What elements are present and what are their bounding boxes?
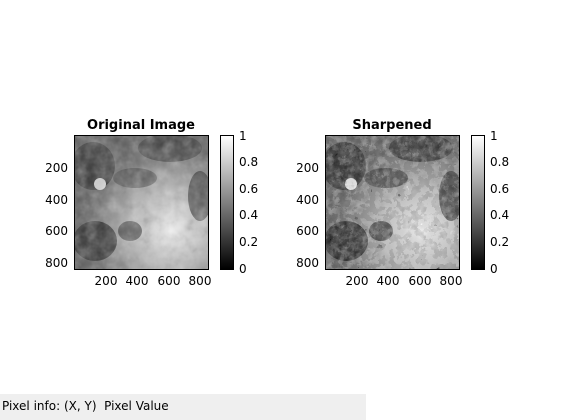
colorbar-tick-label: 0.8 <box>490 155 510 169</box>
pixel-info-label: Pixel info: <box>2 399 61 413</box>
colorbar-tick-label: 1 <box>490 129 498 143</box>
pixel-info-status-bar: Pixel info: (X, Y) Pixel Value <box>0 394 366 420</box>
y-tick-label: 800 <box>45 256 68 270</box>
original-image-title: Original Image <box>87 118 195 133</box>
x-tick-label: 200 <box>94 274 118 288</box>
y-tick-label: 600 <box>45 224 68 238</box>
colorbar-tick-label: 0 <box>490 262 498 276</box>
colorbar-tick-label: 0.6 <box>490 182 510 196</box>
colorbar-tick-label: 0.6 <box>239 182 259 196</box>
sharpened-image-axes[interactable] <box>325 135 460 270</box>
colorbar-tick-label: 0 <box>239 262 247 276</box>
x-tick-label: 600 <box>408 274 432 288</box>
x-tick-label: 200 <box>345 274 369 288</box>
colorbar-tick-label: 0.4 <box>490 208 510 222</box>
x-tick-label: 600 <box>157 274 181 288</box>
pixel-info-text: Pixel info: (X, Y) Pixel Value <box>2 399 169 413</box>
pixel-info-value: (X, Y) Pixel Value <box>63 399 169 413</box>
colorbar-tick-label: 1 <box>239 129 247 143</box>
x-tick-label: 400 <box>125 274 149 288</box>
x-tick-label: 800 <box>188 274 212 288</box>
original-image-axes[interactable] <box>74 135 209 270</box>
y-tick-label: 800 <box>296 256 319 270</box>
colorbar-tick-label: 0.2 <box>490 235 510 249</box>
x-tick-label: 800 <box>439 274 463 288</box>
colorbar-tick-label: 0.2 <box>239 235 259 249</box>
x-tick-label: 400 <box>376 274 400 288</box>
original-moon-image <box>75 136 208 269</box>
colorbar-tick-label: 0.4 <box>239 208 259 222</box>
original-colorbar[interactable] <box>220 135 234 270</box>
colorbar-tick-label: 0.8 <box>239 155 259 169</box>
y-tick-label: 200 <box>296 161 319 175</box>
y-tick-label: 400 <box>45 193 68 207</box>
y-tick-label: 600 <box>296 224 319 238</box>
y-tick-label: 400 <box>296 193 319 207</box>
sharpened-moon-image <box>326 136 459 269</box>
sharpened-image-title: Sharpened <box>352 118 432 133</box>
y-tick-label: 200 <box>45 161 68 175</box>
sharpened-colorbar[interactable] <box>471 135 485 270</box>
